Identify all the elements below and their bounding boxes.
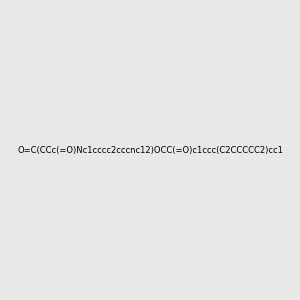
Text: O=C(CCc(=O)Nc1cccc2cccnc12)OCC(=O)c1ccc(C2CCCCC2)cc1: O=C(CCc(=O)Nc1cccc2cccnc12)OCC(=O)c1ccc(… — [17, 146, 283, 154]
